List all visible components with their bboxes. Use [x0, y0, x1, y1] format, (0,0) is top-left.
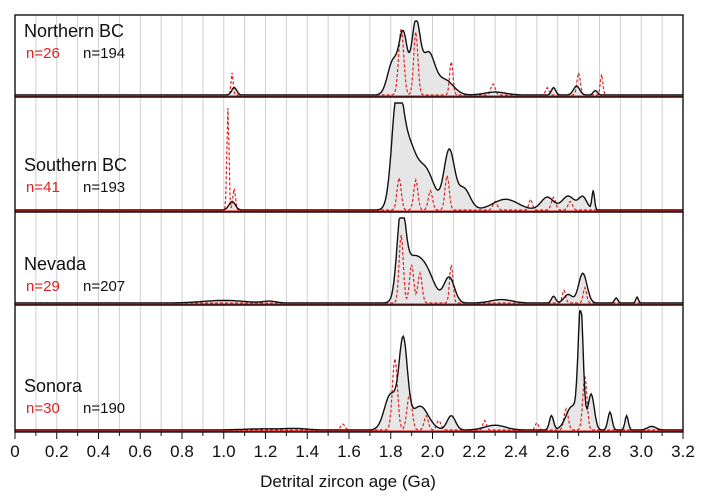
x-tick-label: 1.2 — [254, 442, 278, 461]
x-tick-label: 0.2 — [45, 442, 69, 461]
black-series-line — [15, 20, 683, 96]
panel-sonora: Sonora n=30 n=190 — [15, 310, 683, 432]
x-axis: 0 0.2 0.4 0.6 0.8 1.0 1.2 1.4 1.6 1.8 2.0 2.2 2.4 2.6… — [10, 432, 695, 461]
panel-name: Nevada — [24, 254, 87, 274]
panel-name: Sonora — [24, 376, 83, 396]
panel-n-black: n=207 — [83, 278, 125, 295]
x-tick-label: 1.0 — [212, 442, 236, 461]
black-series-line — [15, 217, 683, 304]
x-axis-title: Detrital zircon age (Ga) — [260, 472, 436, 491]
panel-northern-bc: Northern BC n=26 n=194 — [15, 20, 683, 97]
x-tick-label: 0.4 — [87, 442, 111, 461]
panel-n-black: n=194 — [83, 45, 125, 62]
panel-name: Northern BC — [24, 21, 124, 41]
panels: Northern BC n=26 n=194 Southern BC n=41 n=193… — [15, 20, 683, 432]
black-series-line — [15, 310, 683, 431]
x-tick-label: 2.4 — [504, 442, 528, 461]
panel-southern-bc: Southern BC n=41 n=193 — [15, 102, 683, 212]
panel-name: Southern BC — [24, 155, 127, 175]
panel-n-red: n=26 — [26, 45, 60, 62]
x-tick-label: 1.8 — [379, 442, 403, 461]
x-tick-label: 3.2 — [671, 442, 695, 461]
x-tick-label: 1.4 — [295, 442, 319, 461]
panel-n-black: n=190 — [83, 400, 125, 417]
x-tick-label: 1.6 — [337, 442, 361, 461]
x-tick-label: 2.8 — [588, 442, 612, 461]
panel-n-red: n=30 — [26, 400, 60, 417]
panel-n-black: n=193 — [83, 179, 125, 196]
x-tick-label: 3.0 — [629, 442, 653, 461]
plot-frame — [14, 14, 684, 433]
x-tick-label: 2.6 — [546, 442, 570, 461]
x-tick-label: 2.2 — [462, 442, 486, 461]
panel-nevada: Nevada n=29 n=207 — [15, 217, 683, 305]
x-tick-label: 0.8 — [170, 442, 194, 461]
black-series-line — [15, 102, 683, 211]
x-tick-label: 0 — [10, 442, 19, 461]
panel-n-red: n=29 — [26, 278, 60, 295]
vertical-grid — [35, 15, 663, 432]
panel-n-red: n=41 — [26, 179, 60, 196]
x-tick-label: 2.0 — [421, 442, 445, 461]
x-tick-label: 0.6 — [128, 442, 152, 461]
